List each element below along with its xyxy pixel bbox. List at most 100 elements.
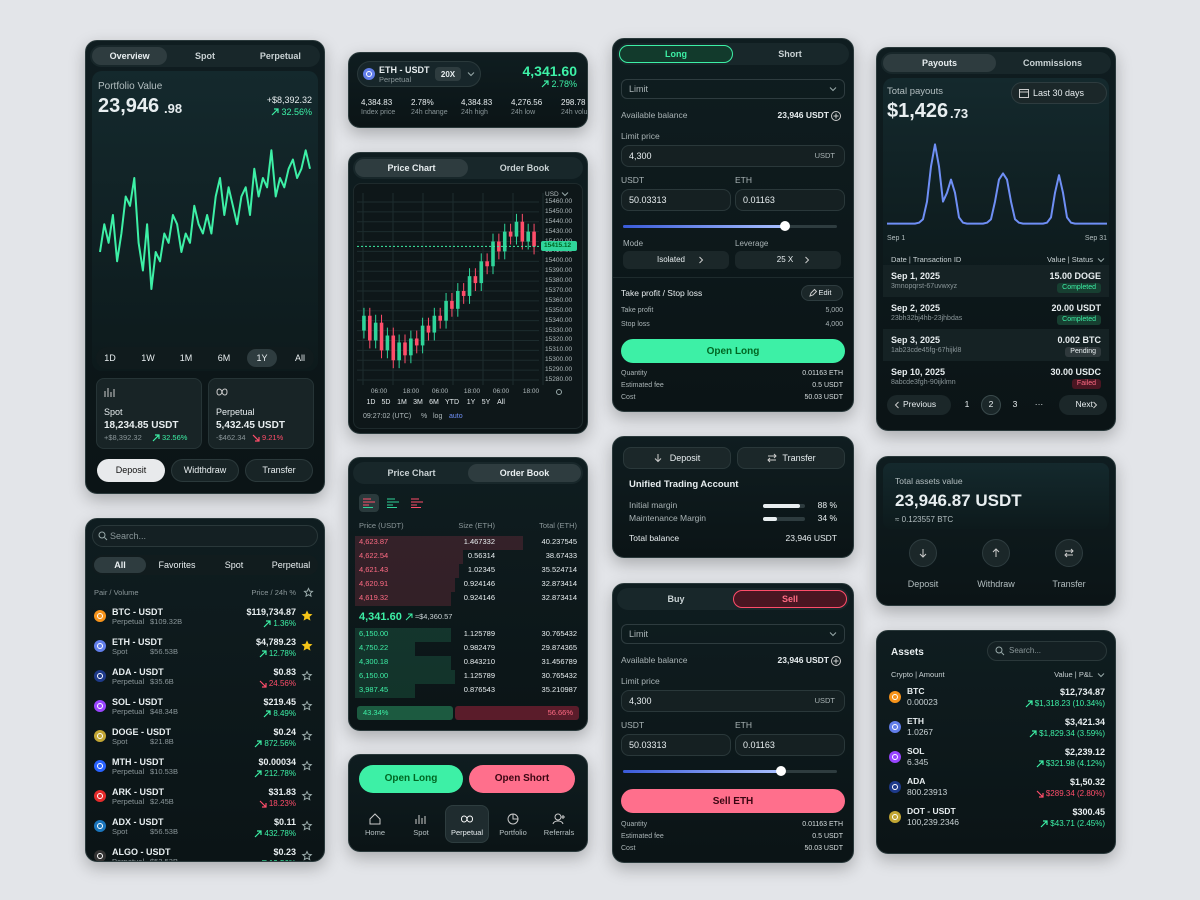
leverage-select[interactable] <box>735 251 841 269</box>
label[interactable]: Transfer <box>1052 579 1086 589</box>
label[interactable]: Sell ETH <box>712 796 754 807</box>
tab[interactable]: All <box>114 560 126 570</box>
button-label[interactable]: Widthdraw <box>183 465 227 475</box>
label[interactable]: Previous <box>903 399 937 409</box>
range-button[interactable]: 5Y <box>481 399 491 406</box>
order-type-select[interactable] <box>621 624 845 644</box>
label[interactable]: Deposit <box>669 453 701 463</box>
label: 20.00 USDT <box>1051 303 1101 313</box>
amount-input[interactable] <box>621 734 731 756</box>
open-short-button[interactable] <box>469 765 575 793</box>
page-button[interactable]: ··· <box>1034 399 1044 409</box>
range-active[interactable] <box>247 349 277 367</box>
range-button[interactable]: 1Y <box>256 353 268 363</box>
amount-input[interactable] <box>621 189 731 211</box>
nav-item[interactable]: Referrals <box>543 828 575 837</box>
tab-active[interactable] <box>94 557 146 573</box>
tab[interactable]: Overview <box>109 51 150 61</box>
tab[interactable]: Perpetual <box>271 560 311 570</box>
label[interactable]: Withdraw <box>977 579 1015 589</box>
tab[interactable]: Payouts <box>921 58 957 68</box>
page-button[interactable]: 3 <box>1012 399 1018 409</box>
tab-active[interactable] <box>355 159 468 177</box>
y-tick-label: 15380.00 <box>545 277 573 285</box>
y-tick-label: 15280.00 <box>545 376 573 384</box>
label: USDT <box>621 175 645 185</box>
nav-item[interactable]: Home <box>364 828 385 837</box>
range-button[interactable]: 1M <box>179 353 193 363</box>
range-button[interactable]: All <box>294 353 305 363</box>
open-long-button[interactable] <box>359 765 463 793</box>
account-button[interactable] <box>623 447 731 469</box>
slider-knob[interactable] <box>776 766 786 776</box>
tab[interactable]: Buy <box>667 594 685 604</box>
action-button[interactable] <box>245 459 313 482</box>
mode-select[interactable] <box>623 251 729 269</box>
slider-knob[interactable] <box>780 221 790 231</box>
range-button[interactable]: 3M <box>413 399 423 406</box>
nav-item[interactable]: Perpetual <box>450 828 484 837</box>
range-button[interactable]: 1D <box>104 353 116 363</box>
tab[interactable]: Perpetual <box>259 51 301 61</box>
tab[interactable]: Price Chart <box>387 468 436 478</box>
range-button[interactable]: YTD <box>445 399 459 406</box>
search-box[interactable] <box>987 641 1107 661</box>
order-type-select[interactable] <box>621 79 845 99</box>
tab[interactable]: Commissions <box>1022 58 1082 68</box>
tab[interactable]: Order Book <box>499 163 550 173</box>
sell-button[interactable] <box>621 789 845 813</box>
tab-active[interactable] <box>619 45 733 63</box>
page-button[interactable]: 2 <box>988 399 994 409</box>
label: ADX - USDT <box>112 817 164 827</box>
label[interactable]: Deposit <box>907 579 939 589</box>
label[interactable]: Next <box>1075 399 1093 409</box>
action-button[interactable] <box>97 459 165 482</box>
nav-item[interactable]: Portfolio <box>499 828 527 837</box>
range-button[interactable]: 1Y <box>466 399 476 406</box>
range-button[interactable]: 1D <box>366 399 376 406</box>
range-button[interactable]: 5D <box>381 399 391 406</box>
previous-button[interactable] <box>887 395 951 415</box>
tab-active[interactable] <box>883 54 996 72</box>
range-button[interactable]: All <box>497 399 505 406</box>
tab[interactable]: Spot <box>224 560 244 570</box>
label: ETH - USDT <box>379 65 430 75</box>
label: 2.78% <box>411 98 434 107</box>
limit-input[interactable] <box>621 690 845 712</box>
open-long-button[interactable] <box>621 339 845 363</box>
label[interactable]: Transfer <box>782 453 816 463</box>
range-button[interactable]: 6M <box>429 399 439 406</box>
account-button[interactable] <box>737 447 845 469</box>
nav-item[interactable]: Spot <box>413 828 429 837</box>
tab[interactable]: Long <box>665 49 687 59</box>
edit-button[interactable] <box>801 285 843 301</box>
button-label[interactable]: Transfer <box>262 465 296 475</box>
tab-active[interactable] <box>733 590 847 608</box>
limit-input[interactable] <box>621 145 845 167</box>
label[interactable]: Open Long <box>706 346 760 357</box>
range-button[interactable]: 1M <box>397 399 407 406</box>
label[interactable]: Edit <box>818 288 832 297</box>
period-select[interactable] <box>1011 82 1107 104</box>
tab[interactable]: Spot <box>194 51 215 61</box>
tab[interactable]: Short <box>778 49 802 59</box>
action-circle[interactable] <box>1055 539 1083 567</box>
tab[interactable]: Sell <box>781 594 798 604</box>
amount-input[interactable] <box>735 734 845 756</box>
amount-input[interactable] <box>735 189 845 211</box>
tab[interactable]: Favorites <box>158 560 196 570</box>
range-button[interactable]: 1W <box>141 353 155 363</box>
page-button[interactable]: 1 <box>964 399 970 409</box>
tab[interactable]: Order Book <box>499 468 550 478</box>
tab-active[interactable] <box>92 47 168 65</box>
next-button[interactable] <box>1059 395 1107 415</box>
label: 50.03 USDT <box>804 394 843 401</box>
label[interactable]: Open Long <box>384 773 438 784</box>
action-button[interactable] <box>171 459 239 482</box>
button-label[interactable]: Deposit <box>115 465 147 475</box>
tab-active[interactable] <box>468 464 581 482</box>
tab[interactable]: Price Chart <box>387 163 436 173</box>
range-button[interactable]: 6M <box>217 353 231 363</box>
search-box[interactable] <box>92 525 318 547</box>
label[interactable]: Open Short <box>494 773 550 784</box>
